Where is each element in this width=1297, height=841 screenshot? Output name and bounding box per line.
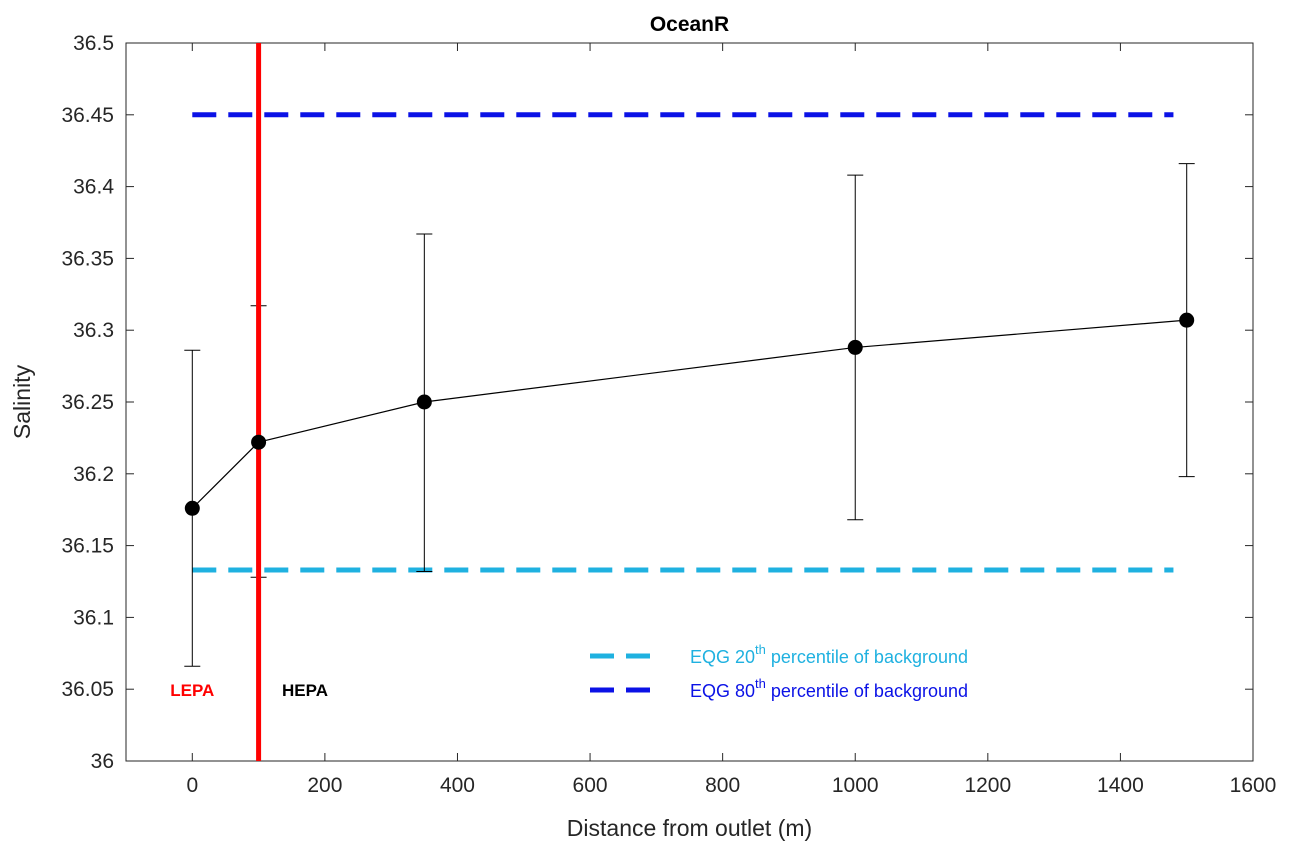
x-tick-label: 600 bbox=[573, 774, 608, 797]
y-tick-label: 36.5 bbox=[73, 32, 114, 55]
data-point bbox=[184, 500, 200, 516]
legend-entry: EQG 20th percentile of background bbox=[690, 642, 968, 667]
data-point bbox=[251, 434, 267, 450]
y-tick-label: 36.35 bbox=[61, 247, 114, 270]
y-tick-label: 36.15 bbox=[61, 535, 114, 558]
x-tick-label: 1000 bbox=[832, 774, 879, 797]
x-tick-label: 1600 bbox=[1230, 774, 1277, 797]
data-point bbox=[416, 394, 432, 410]
data-point bbox=[847, 339, 863, 355]
x-axis-label: Distance from outlet (m) bbox=[567, 815, 812, 841]
y-tick-label: 36.2 bbox=[73, 463, 114, 486]
annotation-label: LEPA bbox=[170, 681, 214, 700]
plot-area: LEPA HEPA bbox=[170, 43, 1195, 761]
y-tick-label: 36.05 bbox=[61, 678, 114, 701]
x-tick-label: 200 bbox=[307, 774, 342, 797]
axes: 0 200 400 600 800 1000 1200 1400 1600 36 36.05 36.1… bbox=[61, 32, 1276, 797]
y-tick-label: 36.45 bbox=[61, 104, 114, 127]
y-tick-label: 36.25 bbox=[61, 391, 114, 414]
series-line bbox=[191, 319, 1187, 509]
chart-title: OceanR bbox=[650, 13, 729, 36]
annotation-label: HEPA bbox=[282, 681, 328, 700]
y-tick-label: 36.1 bbox=[73, 606, 114, 629]
y-tick-label: 36.3 bbox=[73, 319, 114, 342]
x-tick-label: 800 bbox=[705, 774, 740, 797]
legend: EQG 20th percentile of background EQG 80t… bbox=[590, 642, 968, 701]
y-tick-label: 36 bbox=[91, 750, 114, 773]
data-point bbox=[1179, 312, 1195, 328]
x-tick-label: 1200 bbox=[964, 774, 1011, 797]
y-axis-label: Salinity bbox=[9, 364, 35, 439]
legend-entry: EQG 80th percentile of background bbox=[690, 676, 968, 701]
x-tick-label: 1400 bbox=[1097, 774, 1144, 797]
x-tick-label: 400 bbox=[440, 774, 475, 797]
x-tick-label: 0 bbox=[186, 774, 198, 797]
y-tick-label: 36.4 bbox=[73, 176, 114, 199]
